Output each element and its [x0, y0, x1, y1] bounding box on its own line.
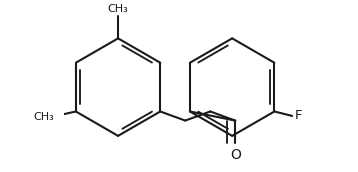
Text: F: F — [294, 109, 302, 122]
Text: O: O — [230, 148, 241, 162]
Text: CH₃: CH₃ — [108, 4, 129, 14]
Text: CH₃: CH₃ — [33, 112, 54, 122]
